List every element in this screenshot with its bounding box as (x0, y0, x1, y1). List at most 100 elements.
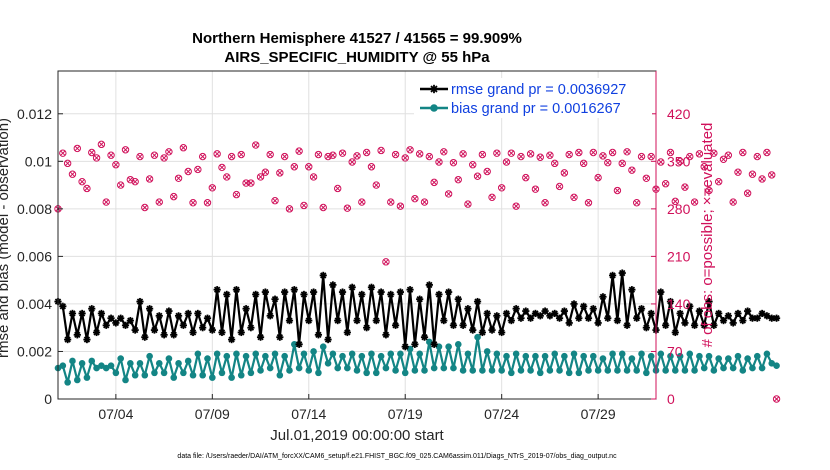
rmse-point (329, 281, 337, 289)
obs-count-point (319, 203, 327, 212)
bias-point (69, 357, 76, 365)
rmse-point (768, 314, 776, 322)
obs-count-point (415, 150, 424, 158)
obs-count-point (213, 150, 221, 158)
rmse-point (483, 309, 491, 318)
obs-count-point (406, 146, 414, 154)
obs-count-point (290, 163, 299, 171)
bias-point (252, 350, 260, 358)
obs-count-point (136, 152, 144, 161)
bias-point (291, 341, 298, 348)
obs-count-point (440, 148, 448, 156)
footer-data-file: data file: /Users/raeder/DAI/ATM_forcXX/… (177, 453, 617, 460)
rmse-point (252, 290, 260, 299)
obs-count-point (546, 151, 554, 159)
rmse-point (570, 300, 578, 308)
obs-count-point (700, 163, 708, 171)
bias-point (247, 369, 255, 377)
rmse-point (88, 305, 96, 313)
bias-point (348, 350, 356, 358)
bias-point (64, 379, 71, 386)
rmse-point (604, 314, 612, 322)
obs-count-point (174, 174, 183, 182)
obs-count-point (719, 155, 728, 163)
bias-point (88, 357, 96, 365)
rmse-point (348, 283, 356, 291)
obs-count-point (734, 168, 742, 176)
bias-point (107, 362, 115, 370)
rmse-point (502, 309, 511, 318)
bias-point (561, 352, 568, 360)
obs-count-point (541, 199, 549, 207)
obs-count-point (454, 175, 462, 184)
bias-point (233, 350, 240, 358)
rmse-point (594, 319, 602, 327)
bias-point (705, 352, 713, 360)
obs-count-point (570, 193, 578, 202)
rmse-point (146, 305, 154, 313)
obs-count-point (362, 148, 371, 157)
bias-point (141, 371, 149, 379)
y-tick-label-right: 210 (667, 248, 691, 264)
bias-point (281, 352, 288, 360)
obs-count-point (681, 183, 689, 191)
obs-count-point (203, 199, 212, 207)
rmse-point (724, 312, 732, 320)
obs-count-point (198, 152, 207, 161)
obs-count-point (218, 163, 226, 172)
rmse-point (478, 328, 486, 337)
x-tick-label: 07/19 (388, 406, 423, 422)
bias-point (758, 364, 766, 372)
obs-count-point (329, 151, 337, 159)
rmse-point (580, 302, 588, 310)
obs-count-point (68, 170, 77, 178)
bias-point (725, 355, 732, 362)
obs-count-point (724, 151, 733, 159)
rmse-point (131, 326, 139, 334)
rmse-point (719, 316, 728, 325)
bias-point (720, 364, 727, 372)
bias-point (305, 367, 313, 374)
rmse-point (440, 316, 448, 325)
bias-point (599, 355, 607, 362)
rmse-point (228, 335, 236, 344)
obs-count-point (710, 149, 718, 157)
obs-count-point (102, 198, 110, 206)
rmse-point (734, 309, 742, 318)
obs-count-point (300, 201, 308, 210)
bias-point (541, 352, 549, 360)
obs-count-point (411, 194, 419, 203)
obs-count-point (560, 169, 569, 177)
rmse-point (223, 290, 231, 299)
bias-point (78, 360, 86, 367)
obs-count-point (261, 168, 270, 176)
rmse-point (160, 331, 168, 339)
bias-point (199, 371, 206, 379)
bias-point (474, 333, 481, 341)
obs-count-point (396, 202, 405, 210)
rmse-point (358, 290, 366, 299)
rmse-point (170, 331, 178, 339)
bias-point (681, 367, 689, 374)
rmse-point (623, 321, 631, 329)
bias-point (319, 343, 327, 351)
obs-count-point (473, 172, 482, 180)
rmse-point (565, 319, 573, 327)
bias-point (228, 374, 235, 381)
bias-point (416, 350, 423, 358)
obs-count-point (637, 152, 646, 161)
y-axis-label-right: # of obs: o=possible; ×=evaluated (699, 123, 716, 348)
rmse-point (276, 333, 284, 341)
bias-point (551, 350, 559, 358)
obs-count-point (184, 167, 192, 176)
bias-point (387, 350, 395, 358)
bias-point (257, 367, 264, 374)
obs-count-point (367, 163, 376, 171)
obs-count-point (512, 202, 520, 210)
obs-count-point (483, 167, 491, 176)
bias-point (483, 348, 491, 355)
rmse-point (430, 340, 438, 348)
bias-point (237, 371, 245, 379)
obs-count-point (179, 144, 188, 152)
y-tick-label-right: 280 (667, 201, 691, 217)
